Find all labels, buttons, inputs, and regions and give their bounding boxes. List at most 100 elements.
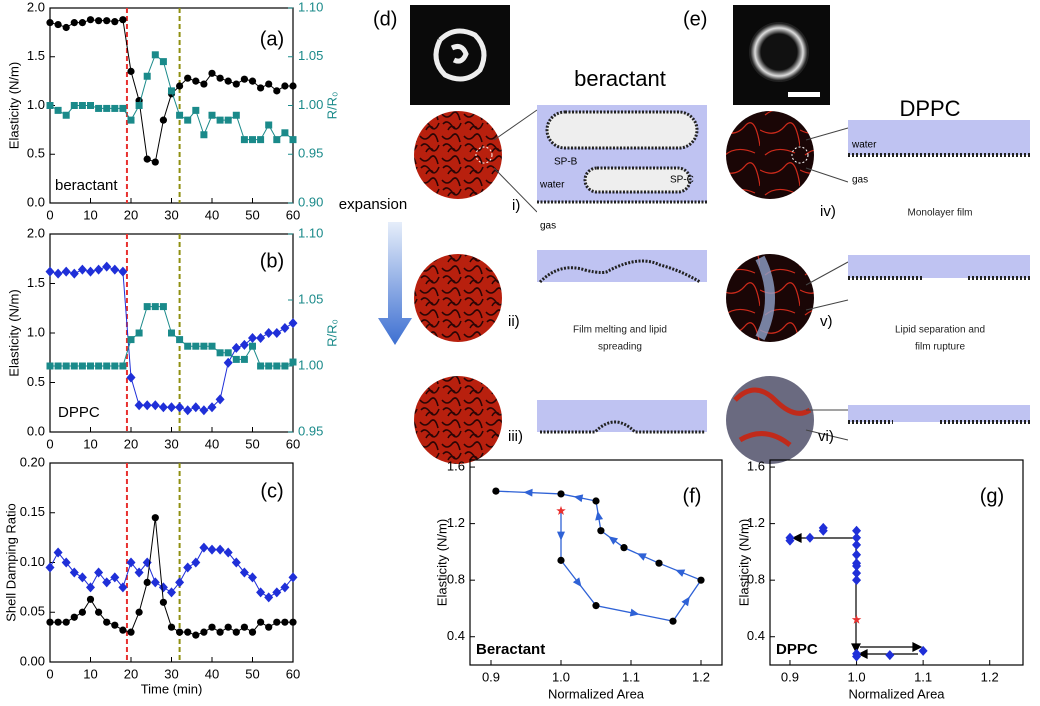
point xyxy=(200,80,208,88)
micrograph xyxy=(726,111,814,199)
y-tick-label: 0.15 xyxy=(20,504,45,519)
y-tick-label: 0.00 xyxy=(20,653,45,668)
point xyxy=(70,102,78,109)
point xyxy=(216,74,224,82)
point xyxy=(158,402,168,413)
point xyxy=(852,568,862,579)
highlight xyxy=(791,146,809,164)
arrowhead xyxy=(912,642,923,652)
point xyxy=(272,328,282,338)
point xyxy=(78,362,86,370)
bilayer xyxy=(583,166,692,194)
point xyxy=(265,80,273,88)
point xyxy=(46,618,54,626)
title: DPPC xyxy=(899,96,960,121)
point xyxy=(95,104,103,112)
point xyxy=(111,18,119,26)
annotation: Beractant xyxy=(476,641,545,658)
point xyxy=(207,544,217,555)
x-axis-label: Time (min) xyxy=(141,681,203,696)
point xyxy=(232,80,240,88)
x-tick-label: 40 xyxy=(205,207,219,222)
x-tick-label: 20 xyxy=(124,666,138,681)
y-tick-label: 2.0 xyxy=(27,225,45,240)
x-tick-label: 30 xyxy=(164,436,178,451)
point xyxy=(135,102,143,109)
point xyxy=(103,362,111,370)
point xyxy=(557,490,565,498)
point xyxy=(119,104,127,112)
point xyxy=(215,394,225,405)
point xyxy=(118,582,128,593)
point xyxy=(288,318,298,329)
point xyxy=(159,58,167,66)
point xyxy=(159,116,167,124)
x-tick-label: 1.2 xyxy=(981,669,999,684)
point xyxy=(151,158,159,166)
point xyxy=(192,342,200,350)
x-tick-label: 30 xyxy=(164,207,178,222)
point xyxy=(134,567,144,578)
monolayer xyxy=(540,420,705,434)
rupture xyxy=(755,255,775,341)
arrowhead xyxy=(523,488,533,497)
point xyxy=(167,587,176,598)
point xyxy=(805,532,815,543)
point xyxy=(257,84,265,92)
point xyxy=(151,514,159,522)
point xyxy=(240,136,248,144)
point xyxy=(94,567,104,578)
y2-axis-label: R/R₀ xyxy=(324,319,339,347)
point xyxy=(111,362,119,370)
arrowhead xyxy=(573,494,584,503)
label: expansion xyxy=(339,196,407,213)
y2-tick-label: 1.10 xyxy=(298,225,323,240)
point xyxy=(249,136,256,144)
point xyxy=(86,266,95,277)
arrowhead xyxy=(595,510,604,521)
annotation: beractant xyxy=(55,177,118,194)
point xyxy=(167,402,176,413)
point xyxy=(142,400,152,411)
label: SP-C xyxy=(670,175,694,186)
y-axis-label: Elasticity (N/m) xyxy=(434,519,449,606)
point xyxy=(240,355,248,363)
point xyxy=(119,626,127,634)
point xyxy=(785,535,795,546)
point xyxy=(215,544,225,555)
arrowhead xyxy=(572,577,582,587)
point xyxy=(77,264,87,275)
point xyxy=(852,651,862,662)
point xyxy=(61,557,71,568)
point xyxy=(257,362,265,370)
point xyxy=(45,266,55,277)
point xyxy=(77,572,87,583)
point xyxy=(216,628,224,636)
point xyxy=(208,342,216,350)
point xyxy=(111,104,119,112)
y-axis-label: Shell Damping Ratio xyxy=(3,503,18,622)
x-tick-label: 1.0 xyxy=(848,669,866,684)
x-tick-label: 1.0 xyxy=(552,669,570,684)
label: water xyxy=(539,180,565,191)
point xyxy=(110,264,120,275)
y-axis-label: Elasticity (N/m) xyxy=(736,519,751,606)
y-tick-label: 1.5 xyxy=(27,48,45,63)
arrowhead xyxy=(681,596,690,607)
point xyxy=(103,104,111,112)
point xyxy=(184,628,192,636)
point xyxy=(53,268,63,279)
y-tick-label: 2.0 xyxy=(27,0,45,14)
point xyxy=(103,618,111,626)
point xyxy=(216,349,224,357)
annotation: DPPC xyxy=(58,404,100,421)
y2-axis-label: R/R₀ xyxy=(324,92,339,120)
point xyxy=(54,106,62,114)
point xyxy=(111,621,119,629)
panel-label: (f) xyxy=(683,485,702,507)
point xyxy=(86,16,95,24)
point xyxy=(53,547,63,558)
y-tick-label: 0.20 xyxy=(20,454,45,469)
point xyxy=(119,362,127,370)
panel-label: (a) xyxy=(260,28,284,50)
